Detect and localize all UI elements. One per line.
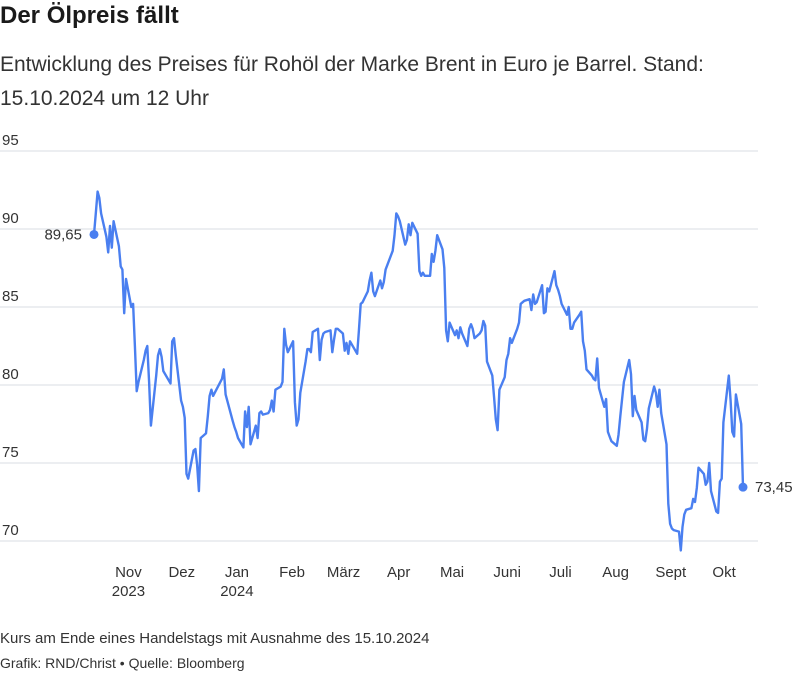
x-tick-label: Mai [440,564,464,581]
y-tick-label: 90 [2,210,19,227]
y-axis-ticks: 70 75 80 85 90 95 [2,132,19,539]
chart-title: Der Ölpreis fällt [0,2,179,29]
end-labels: 89,65 73,45 [44,226,792,496]
x-tick-label: Nov [115,564,142,581]
grid-layer [0,150,758,542]
x-tick-label: Juli [549,564,572,581]
x-tick-label: März [327,564,360,581]
start-point-marker [89,229,99,239]
series-line [92,190,745,552]
chart-note: Kurs am Ende eines Handelstags mit Ausna… [0,630,430,647]
x-axis-ticks: Nov 2023 Dez Jan 2024 Feb März Apr Mai Juni Juli Au… [112,564,737,600]
end-point-marker [738,482,748,492]
x-tick-label: Okt [712,564,736,581]
y-tick-label: 70 [2,522,19,539]
y-tick-label: 75 [2,444,19,461]
chart-subtitle: Entwicklung des Preises für Rohöl der Ma… [0,53,704,110]
series-layer [89,190,748,552]
chart-source: Grafik: RND/Christ • Quelle: Bloomberg [0,655,245,671]
x-tick-label: Jan [225,564,249,581]
x-tick-label: Apr [387,564,410,581]
x-tick-label: Sept [655,564,687,581]
x-tick-label: Feb [279,564,305,581]
end-value-label: 73,45 [755,479,793,496]
start-value-label: 89,65 [44,226,82,243]
y-tick-label: 85 [2,288,19,305]
x-tick-year-label: 2023 [112,583,145,600]
x-tick-label: Dez [168,564,195,581]
y-tick-label: 80 [2,366,19,383]
line-chart: 70 75 80 85 90 95 Nov 2023 Dez Jan 2024 Feb März Apr… [0,132,793,600]
x-tick-label: Aug [602,564,629,581]
y-tick-label: 95 [2,132,19,149]
x-tick-year-label: 2024 [220,583,253,600]
x-tick-label: Juni [493,564,521,581]
